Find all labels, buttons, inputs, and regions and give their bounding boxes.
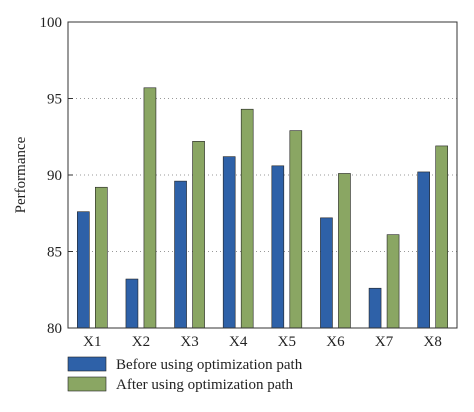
x-tick-label: X8 <box>424 334 442 350</box>
y-tick-label: 95 <box>47 92 62 108</box>
y-tick-label: 100 <box>40 15 63 31</box>
legend: Before using optimization path After usi… <box>67 356 303 393</box>
x-tick-label: X6 <box>326 334 345 350</box>
bar-after-x6 <box>338 173 351 329</box>
y-axis-label: Performance <box>13 136 29 213</box>
y-tick-label: 80 <box>47 321 62 337</box>
x-tick-label: X3 <box>180 334 198 350</box>
legend-swatch-before <box>67 356 107 372</box>
bar-before-x5 <box>271 165 285 329</box>
legend-label-after: After using optimization path <box>116 377 294 393</box>
y-tick-label: 90 <box>47 168 62 184</box>
legend-label-before: Before using optimization path <box>116 357 303 373</box>
bar-before-x7 <box>368 287 382 329</box>
bar-after-x7 <box>386 234 400 329</box>
bar-after-x5 <box>289 130 303 329</box>
bar-after-x1 <box>95 186 108 329</box>
y-ticks: 80 85 90 95 100 <box>40 15 73 337</box>
bar-before-x8 <box>417 171 430 329</box>
legend-swatch-after <box>67 376 107 392</box>
x-tick-label: X1 <box>83 334 101 350</box>
bar-before-x4 <box>222 156 236 329</box>
bar-after-x3 <box>192 141 205 329</box>
bar-after-x4 <box>240 108 254 329</box>
x-tick-label: X5 <box>278 334 296 350</box>
bar-before-x2 <box>125 278 139 329</box>
bar-before-x3 <box>174 180 187 329</box>
bars <box>77 87 448 329</box>
y-tick-label: 85 <box>47 245 62 261</box>
bar-before-x6 <box>320 217 333 329</box>
bar-before-x1 <box>77 211 90 329</box>
x-tick-label: X4 <box>229 334 248 350</box>
x-tick-label: X2 <box>132 334 150 350</box>
x-ticks: X1 X2 X3 X4 X5 X6 X7 X8 <box>83 334 442 350</box>
bar-after-x2 <box>143 87 157 329</box>
x-tick-label: X7 <box>375 334 394 350</box>
gridlines <box>68 98 457 252</box>
bar-after-x8 <box>435 145 448 329</box>
